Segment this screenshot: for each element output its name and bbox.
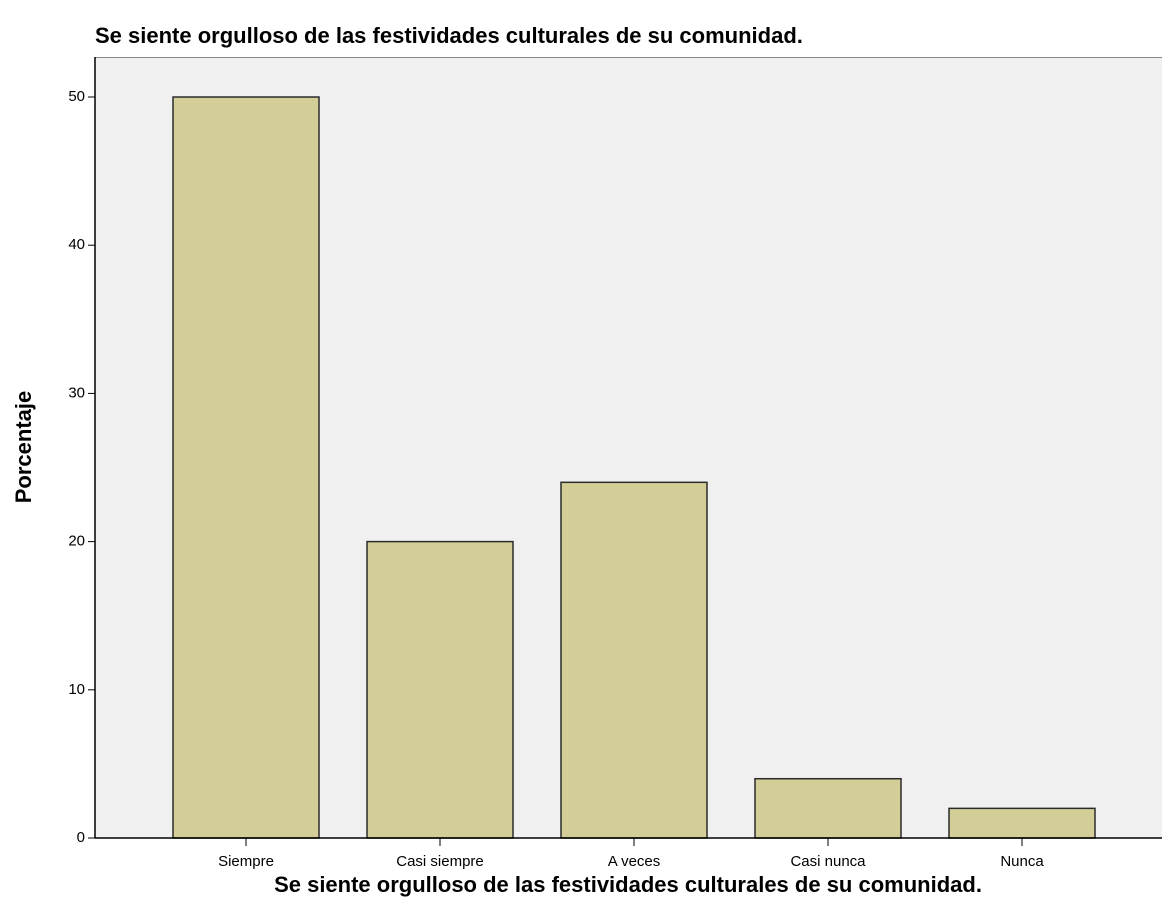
- x-tick-label: Siempre: [218, 853, 274, 870]
- x-tick-label: Casi siempre: [396, 853, 484, 870]
- x-tick-label: Casi nunca: [790, 853, 866, 870]
- y-tick-label: 50: [68, 88, 85, 105]
- bar: [754, 777, 902, 839]
- bar: [560, 481, 708, 839]
- bar: [948, 807, 1096, 839]
- x-axis-title: Se siente orgulloso de las festividades …: [274, 872, 982, 897]
- bar: [366, 540, 514, 839]
- y-axis-title: Porcentaje: [11, 391, 36, 504]
- y-tick-label: 20: [68, 533, 85, 550]
- chart-title: Se siente orgulloso de las festividades …: [95, 23, 803, 48]
- bar: [172, 96, 320, 839]
- y-tick-label: 30: [68, 384, 85, 401]
- x-tick-label: A veces: [608, 853, 661, 870]
- y-tick-label: 10: [68, 681, 85, 698]
- x-tick-label: Nunca: [1000, 853, 1044, 870]
- y-tick-label: 0: [77, 829, 85, 846]
- y-tick-label: 40: [68, 236, 85, 253]
